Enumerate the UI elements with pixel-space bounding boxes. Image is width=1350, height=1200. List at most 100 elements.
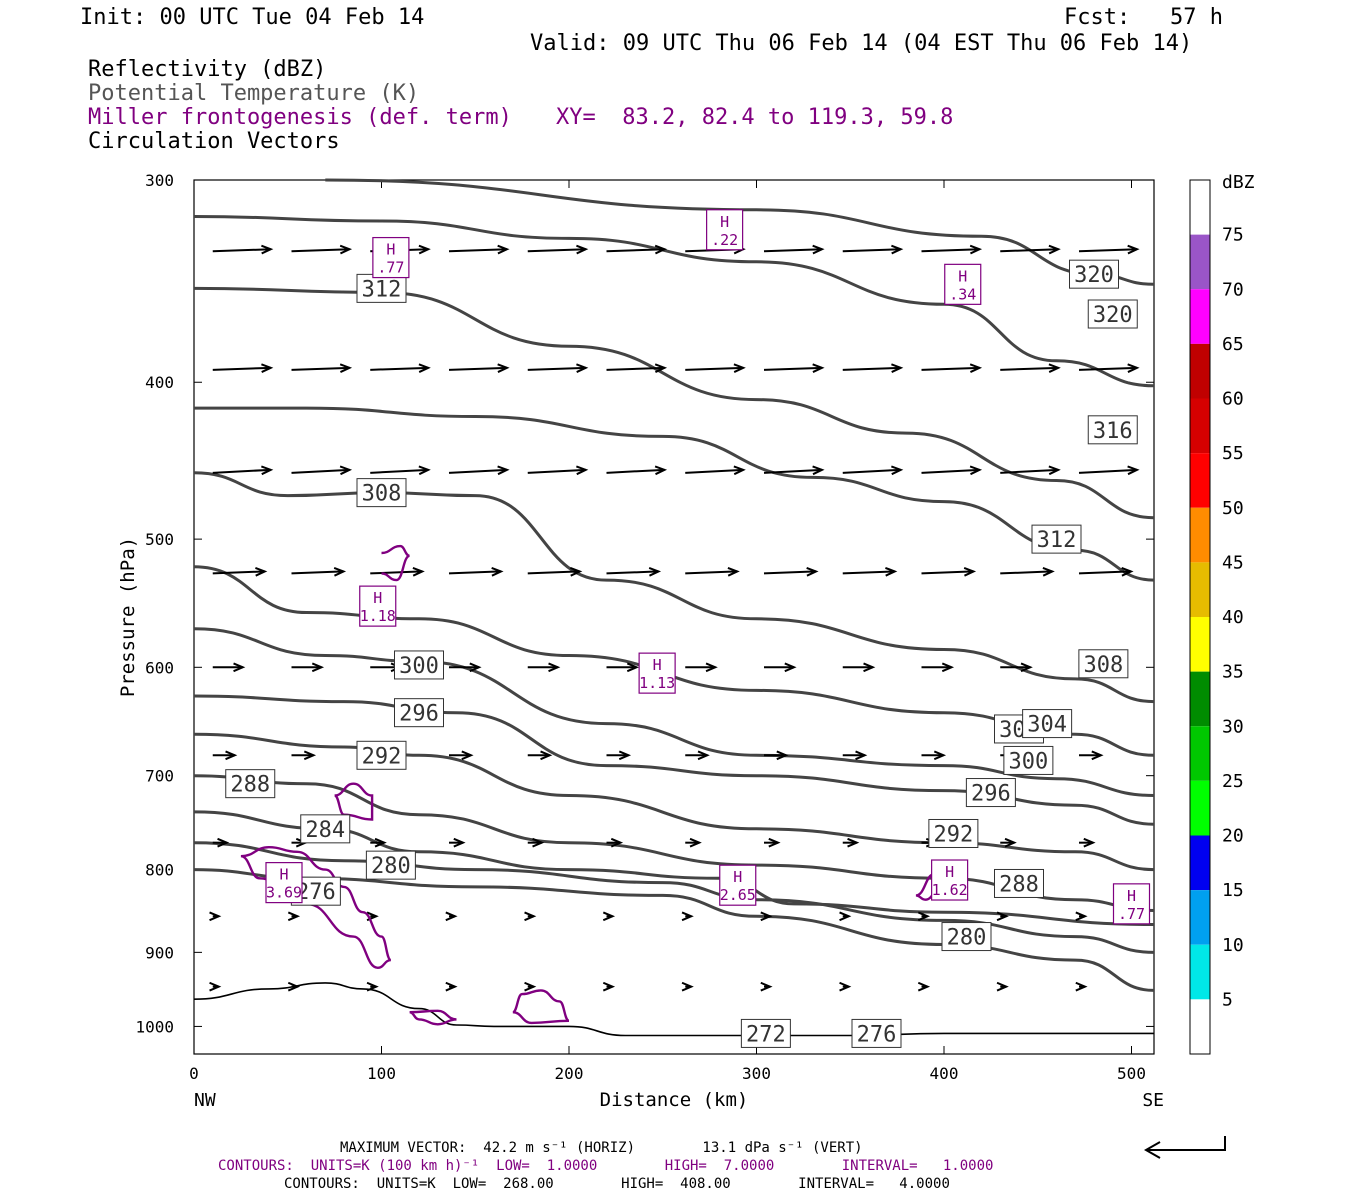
y-tick-label: 600 xyxy=(145,658,174,677)
theta-label-box xyxy=(356,273,407,303)
theta-label: 288 xyxy=(999,872,1039,897)
circulation-vector-head xyxy=(255,566,268,577)
colorbar-segment xyxy=(1190,780,1210,836)
h-marker-box xyxy=(265,862,303,904)
colorbar-segment xyxy=(1190,726,1210,781)
y-tick-label: 500 xyxy=(145,530,174,549)
circulation-vector xyxy=(842,366,901,371)
colorbar-segment xyxy=(1190,343,1210,399)
circulation-vector-head xyxy=(524,981,537,992)
circulation-vector-head xyxy=(812,244,825,255)
theta-label-box xyxy=(1087,415,1138,445)
circulation-vector xyxy=(370,366,429,371)
circulation-vector xyxy=(606,570,659,575)
circulation-vector-head xyxy=(497,465,510,476)
circulation-vector-head xyxy=(225,750,238,761)
circulation-vector-head xyxy=(1048,363,1061,373)
colorbar-level: 50 xyxy=(1222,498,1244,519)
circulation-vector-head xyxy=(1127,244,1140,255)
circulation-vector-head xyxy=(445,981,458,992)
colorbar-level: 20 xyxy=(1222,826,1244,847)
circulation-vector-head xyxy=(760,981,773,992)
circulation-vector xyxy=(212,468,271,474)
h-marker-value: 1.62 xyxy=(932,881,968,899)
circulation-vector-head xyxy=(576,244,589,255)
theta-label-box xyxy=(1031,524,1082,554)
colorbar-segment-top xyxy=(1190,180,1210,235)
circulation-vector-head xyxy=(453,837,466,848)
theta-label-box xyxy=(851,1018,902,1048)
circulation-vector xyxy=(1000,468,1059,474)
h-marker-box xyxy=(944,263,982,305)
colorbar-level: 45 xyxy=(1222,552,1244,573)
h-marker-value: 3.69 xyxy=(266,884,302,902)
circulation-vector-head xyxy=(969,465,983,476)
theta-label: 292 xyxy=(934,822,974,847)
footer-contours-frontogenesis: CONTOURS: UNITS=K (100 km h)⁻¹ LOW= 1.00… xyxy=(218,1158,994,1174)
colorbar-segment xyxy=(1190,453,1210,508)
circulation-vector-head xyxy=(261,363,274,373)
circulation-vector-head xyxy=(733,363,746,373)
circulation-vector xyxy=(763,468,823,474)
theta-label: 312 xyxy=(362,277,402,302)
colorbar-level: 60 xyxy=(1222,389,1244,410)
circulation-vector xyxy=(212,366,271,371)
circulation-vector-head xyxy=(602,911,616,922)
circulation-vector-head xyxy=(532,837,545,848)
colorbar-segment xyxy=(1190,944,1210,1000)
circulation-vector-head xyxy=(497,363,510,373)
circulation-vector xyxy=(212,248,271,253)
circulation-vector xyxy=(763,570,817,575)
circulation-vector xyxy=(685,468,744,474)
h-marker-value: .77 xyxy=(377,259,404,277)
x-tick-label: 0 xyxy=(189,1064,199,1083)
theta-label-box xyxy=(941,922,992,952)
circulation-vector xyxy=(842,468,901,474)
circulation-vector xyxy=(606,468,665,474)
circulation-vector-head xyxy=(681,911,694,922)
circulation-vector-head xyxy=(727,566,740,577)
circulation-vector xyxy=(1078,468,1138,474)
h-marker-value: 2.65 xyxy=(720,886,756,904)
theta-label-box xyxy=(1078,649,1129,679)
h-marker-value: 1.18 xyxy=(360,607,396,625)
circulation-vector xyxy=(921,366,980,371)
circulation-vector-head xyxy=(654,465,668,476)
circulation-vector xyxy=(448,248,508,253)
frontogenesis-contour xyxy=(381,544,411,582)
circulation-vector-head xyxy=(969,363,983,373)
colorbar-level: 40 xyxy=(1222,607,1244,628)
circulation-vector-head xyxy=(1048,244,1061,255)
legend-circulation-vectors: Circulation Vectors xyxy=(88,129,340,154)
circulation-vector-head xyxy=(891,244,904,255)
theta-label: 276 xyxy=(857,1022,897,1047)
theta-label: 272 xyxy=(746,1022,786,1047)
theta-label: 316 xyxy=(1093,419,1133,444)
circulation-vector-head xyxy=(812,363,825,373)
circulation-vector-head xyxy=(863,662,876,673)
theta-label-box xyxy=(394,698,444,728)
circulation-vector-head xyxy=(217,837,230,848)
circulation-vector-head xyxy=(933,750,947,761)
legend-frontogenesis: Miller frontogenesis (def. term) xyxy=(88,105,512,130)
circulation-vector xyxy=(842,570,895,575)
circulation-vector-head xyxy=(412,566,425,577)
circulation-vector-head xyxy=(941,662,955,673)
h-marker-box xyxy=(719,864,757,906)
colorbar-segment xyxy=(1190,835,1210,891)
circulation-vector xyxy=(606,366,665,371)
theta-label: 296 xyxy=(971,782,1011,807)
circulation-vector-head xyxy=(847,837,860,848)
circulation-vector-head xyxy=(497,244,510,255)
circulation-vector-head xyxy=(610,837,624,848)
circulation-vector-head xyxy=(287,981,301,992)
circulation-vector-head xyxy=(784,662,797,673)
x-left-label: NW xyxy=(194,1090,216,1111)
h-marker-box xyxy=(638,652,676,694)
theta-label: 280 xyxy=(947,926,987,951)
theta-label: 308 xyxy=(362,482,402,507)
circulation-vector-head xyxy=(839,981,852,992)
circulation-vector xyxy=(921,248,980,253)
legend-reflectivity: Reflectivity (dBZ) xyxy=(88,57,327,82)
